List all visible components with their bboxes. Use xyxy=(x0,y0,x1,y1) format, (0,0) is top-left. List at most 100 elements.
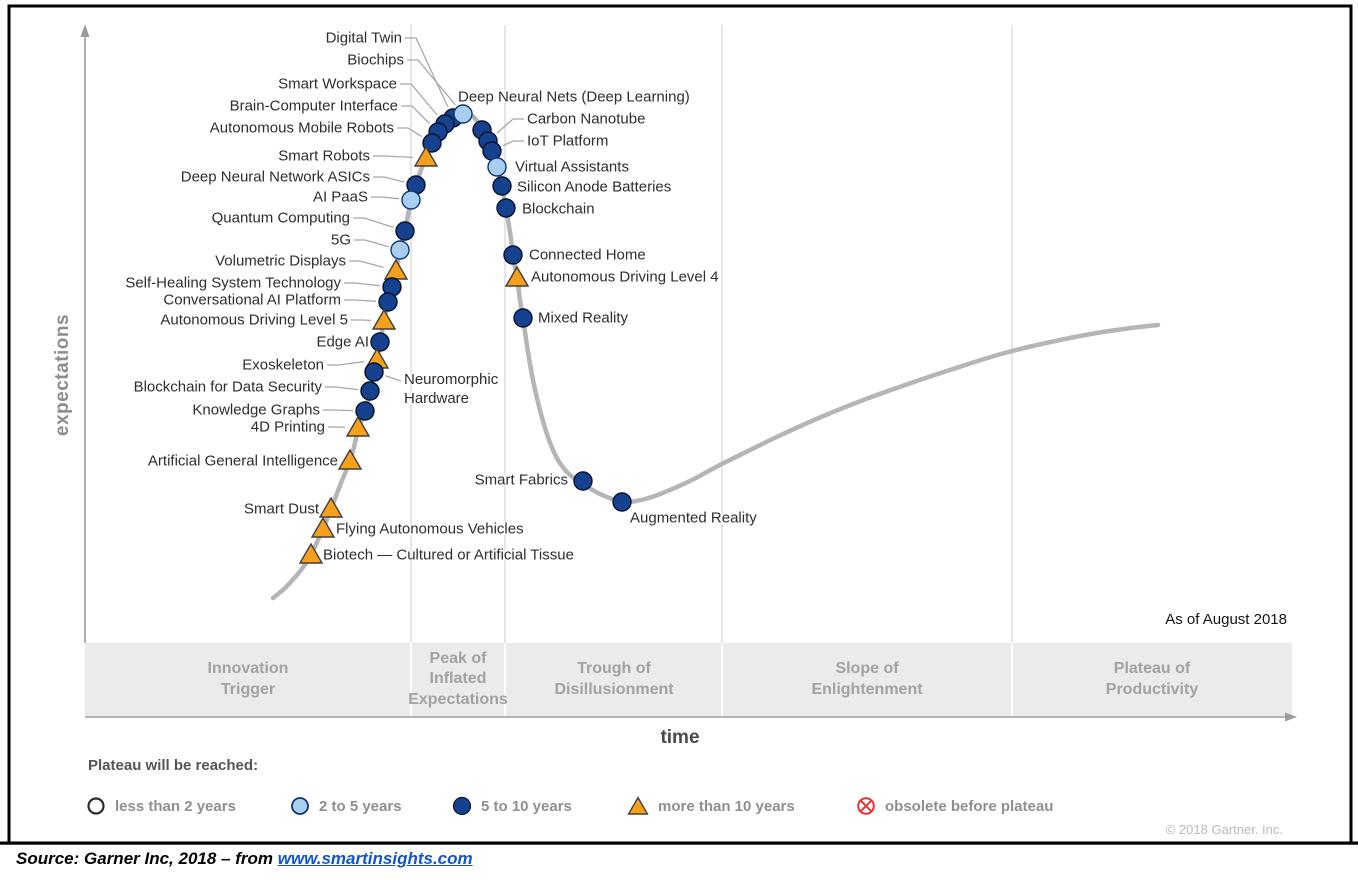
bottom-divider xyxy=(0,841,1358,845)
marker-autonomous-driving-level-4 xyxy=(504,265,530,287)
leader-self-healing-system-technology xyxy=(344,282,381,287)
label-smart-dust: Smart Dust xyxy=(244,501,320,518)
legend-label: more than 10 years xyxy=(658,797,795,815)
marker-augmented-reality xyxy=(612,492,632,512)
leader-smart-workspace xyxy=(400,83,438,116)
marker-blockchain xyxy=(496,198,516,218)
axes xyxy=(84,34,1288,718)
legend-item-2-to-5-years: 2 to 5 years xyxy=(290,795,402,817)
label-biotech-cultured-or-artificial-tissue: Biotech — Cultured or Artificial Tissue xyxy=(323,547,574,564)
leader-exoskeleton xyxy=(327,361,365,366)
label-brain-computer-interface: Brain-Computer Interface xyxy=(230,98,398,115)
marker-connected-home xyxy=(503,245,523,265)
leader-autonomous-mobile-robots xyxy=(397,127,423,138)
as-of-date: As of August 2018 xyxy=(1165,611,1287,628)
leader-quantum-computing xyxy=(353,217,394,229)
marker-4d-printing xyxy=(345,415,371,437)
label-biochips: Biochips xyxy=(347,52,404,69)
label-augmented-reality: Augmented Reality xyxy=(630,510,757,527)
label-quantum-computing: Quantum Computing xyxy=(212,210,350,227)
label-volumetric-displays: Volumetric Displays xyxy=(215,253,346,270)
marker-silicon-anode-batteries xyxy=(492,176,512,196)
marker-smart-robots xyxy=(413,145,439,167)
label-4d-printing: 4D Printing xyxy=(251,419,325,436)
leader-iot-platform xyxy=(502,140,524,147)
label-conversational-ai-platform: Conversational AI Platform xyxy=(163,292,341,309)
marker-virtual-assistants xyxy=(487,157,507,177)
marker-autonomous-mobile-robots xyxy=(422,133,442,153)
label-self-healing-system-technology: Self-Healing System Technology xyxy=(125,275,341,292)
marker-flying-autonomous-vehicles xyxy=(310,516,336,538)
y-axis-title: expectations xyxy=(52,313,73,437)
marker-volumetric-displays xyxy=(383,258,409,280)
source-caption: Source: Garner Inc, 2018 – from www.smar… xyxy=(16,849,473,869)
label-deep-neural-nets-deep-learning: Deep Neural Nets (Deep Learning) xyxy=(458,89,690,106)
marker-biotech-cultured-or-artificial-tissue xyxy=(298,542,324,564)
leader-knowledge-graphs xyxy=(323,409,354,412)
marker-5g xyxy=(390,240,410,260)
label-neuromorphic-hardware: Neuromorphic Hardware xyxy=(404,371,499,407)
leader-carbon-nanotube xyxy=(496,118,524,134)
marker-iot-platform xyxy=(482,141,502,161)
label-autonomous-driving-level-4: Autonomous Driving Level 4 xyxy=(531,269,719,286)
phase-gridlines xyxy=(410,25,1013,643)
marker-blockchain-for-data-security xyxy=(360,381,380,401)
leader-ai-paas xyxy=(371,196,400,200)
label-connected-home: Connected Home xyxy=(529,247,646,264)
legend-open-circle-icon xyxy=(87,797,105,815)
label-blockchain: Blockchain xyxy=(522,201,595,218)
label-5g: 5G xyxy=(331,232,351,249)
label-silicon-anode-batteries: Silicon Anode Batteries xyxy=(517,179,671,196)
label-smart-robots: Smart Robots xyxy=(278,148,370,165)
marker-edge-ai xyxy=(370,332,390,352)
marker-knowledge-graphs xyxy=(355,401,375,421)
marker-conversational-ai-platform xyxy=(378,292,398,312)
label-carbon-nanotube: Carbon Nanotube xyxy=(527,111,645,128)
label-digital-twin: Digital Twin xyxy=(326,30,402,47)
phase-peak-of-inflated-expectations: Peak of Inflated Expectations xyxy=(408,649,508,708)
legend-header: Plateau will be reached: xyxy=(88,757,259,774)
label-iot-platform: IoT Platform xyxy=(527,133,608,150)
leader-deep-neural-network-asics xyxy=(373,176,405,183)
label-edge-ai: Edge AI xyxy=(316,334,369,351)
legend-label: obsolete before plateau xyxy=(885,797,1054,815)
leader-conversational-ai-platform xyxy=(344,299,377,302)
y-axis-arrow-icon xyxy=(80,24,90,37)
marker-artificial-general-intelligence xyxy=(337,448,363,470)
legend-darkblue-circle-icon xyxy=(452,796,472,816)
x-axis-arrow-icon xyxy=(1285,712,1297,722)
x-axis-title: time xyxy=(660,727,700,748)
label-flying-autonomous-vehicles: Flying Autonomous Vehicles xyxy=(336,521,524,538)
legend-triangle-icon xyxy=(627,796,649,815)
marker-neuromorphic-hardware xyxy=(364,362,384,382)
source-link[interactable]: www.smartinsights.com xyxy=(277,849,473,868)
legend-label: less than 2 years xyxy=(115,797,236,815)
source-caption-text: Source: Garner Inc, 2018 – from xyxy=(16,849,278,868)
legend-label: 5 to 10 years xyxy=(481,797,572,815)
label-smart-fabrics: Smart Fabrics xyxy=(475,472,568,489)
legend-item-obsolete-before-plateau: obsolete before plateau xyxy=(856,795,1053,817)
marker-smart-fabrics xyxy=(573,471,593,491)
label-virtual-assistants: Virtual Assistants xyxy=(515,159,629,176)
legend-item-5-to-10-years: 5 to 10 years xyxy=(452,795,572,817)
phase-slope-of-enlightenment: Slope of Enlightenment xyxy=(811,660,923,698)
marker-ai-paas xyxy=(401,190,421,210)
label-knowledge-graphs: Knowledge Graphs xyxy=(192,402,320,419)
phase-trough-of-disillusionment: Trough of Disillusionment xyxy=(554,660,674,698)
gartner-copyright: © 2018 Gartner. Inc. xyxy=(1165,822,1283,837)
leader-neuromorphic-hardware xyxy=(385,375,402,382)
leader-blockchain-for-data-security xyxy=(325,386,359,391)
marker-biochips xyxy=(453,104,473,124)
label-autonomous-mobile-robots: Autonomous Mobile Robots xyxy=(210,120,394,137)
legend-label: 2 to 5 years xyxy=(319,797,402,815)
leader-smart-robots xyxy=(373,155,414,159)
band-dividers xyxy=(410,643,1013,716)
label-blockchain-for-data-security: Blockchain for Data Security xyxy=(134,379,323,396)
marker-mixed-reality xyxy=(513,308,533,328)
label-exoskeleton: Exoskeleton xyxy=(242,357,324,374)
marker-quantum-computing xyxy=(395,221,415,241)
label-deep-neural-network-asics: Deep Neural Network ASICs xyxy=(181,169,370,186)
hype-curve xyxy=(270,111,1161,601)
